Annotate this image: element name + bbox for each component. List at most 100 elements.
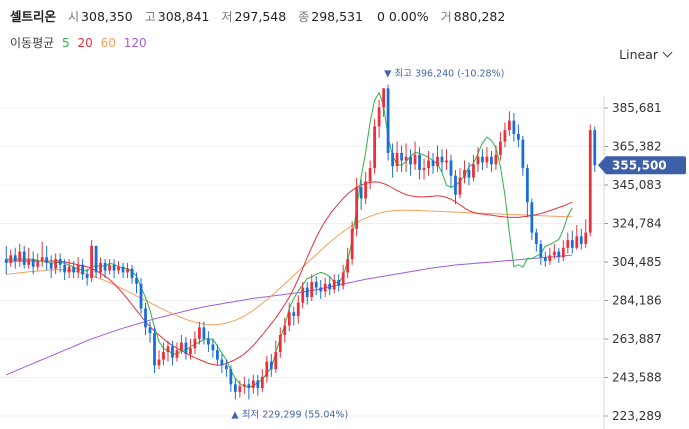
current-price-value: 355,500 [612,159,667,173]
candle-body [319,287,323,292]
candle-body [18,251,22,262]
candle-body [292,312,296,317]
ma60-line [6,209,573,326]
min-price-annotation: ▲ 최저 229,299 (55.04%) [231,409,348,420]
candle-body [108,264,111,271]
candle-body [359,187,363,199]
candle-body [508,120,511,131]
min-price-marker: ▲ [231,409,241,420]
candle-body [328,283,332,290]
ma5-line [6,92,573,388]
candle-body [247,384,251,389]
max-price-value: 396,240 (-10.28%) [415,69,504,80]
candle-body [454,175,457,195]
candle-body [139,283,143,309]
candle-body [525,168,529,203]
candle-body [112,264,116,271]
annotations: ▼ 최고 396,240 (-10.28%) ▲ 최저 229,299 (55.… [231,69,504,421]
candle-body [422,168,426,170]
ma120-line [6,254,573,376]
candle-body [337,279,341,286]
candle-body [593,130,597,166]
scale-mode-label: Linear [619,47,658,62]
candle-body [579,236,583,244]
candle-body [148,327,152,334]
candle-body [323,283,327,292]
y-tick-label: 365,382 [612,140,662,154]
scale-mode-dropdown[interactable]: Linear [619,47,673,62]
candle-body [413,154,417,165]
candle-body [584,232,588,244]
candle-body [373,126,377,169]
candle-body [31,259,35,267]
candle-body [103,262,107,271]
change-value: 0 [376,9,385,24]
y-tick-label: 263,887 [612,332,662,346]
change-percent: 0.00% [388,9,429,24]
candle-body [242,384,246,387]
candle-body [548,255,552,262]
candle-body [516,133,520,140]
candle-body [314,281,318,288]
candle-body [332,279,336,290]
candle-body [233,384,237,392]
y-tick-label: 345,083 [612,178,662,192]
candle-body [436,156,439,167]
candle-body [171,346,174,358]
y-tick-label: 304,485 [612,255,662,269]
candle-body [85,274,89,279]
candle-body [494,154,498,165]
candle-body [481,156,484,163]
candle-body [153,333,156,366]
moving-average-lines [6,92,573,388]
candle-body [440,156,444,163]
candle-body [543,257,547,262]
moving-average-legend[interactable]: 이동평균 5 20 60 120 [10,34,151,51]
candle-body [27,259,31,265]
candle-body [350,228,354,260]
candle-body [463,169,466,178]
max-price-marker: ▼ [384,69,394,80]
candle-body [490,156,493,165]
y-tick-label: 385,681 [612,101,662,115]
candle-body [467,169,471,178]
candle-body [427,160,430,169]
open-label: 시 [68,10,80,24]
candle-body [256,380,260,389]
candle-body [431,160,435,167]
candle-body [409,156,412,165]
candle-body [99,262,102,273]
candle-body [215,350,219,360]
candle-body [76,264,80,273]
candle-body [341,272,345,286]
candle-body [534,232,538,244]
candle-body [512,120,516,134]
candles [4,84,597,400]
candle-body [54,259,58,269]
high-value: 308,841 [157,9,210,24]
y-tick-label: 243,588 [612,371,662,385]
candle-body [211,344,215,351]
candle-body [395,152,399,167]
ma120-label: 120 [123,36,147,50]
candle-body [36,261,40,267]
candle-body [575,236,579,248]
candle-body [274,352,278,370]
candle-body [386,88,390,153]
candle-body [58,259,62,265]
candle-body [4,259,8,263]
candle-body [130,268,134,279]
candle-body [269,361,273,370]
volume-label: 거 [440,10,452,24]
low-value: 297,548 [234,9,287,24]
candle-body [346,259,350,273]
current-price-tag: 355,500 [598,156,686,175]
candle-body [135,278,138,284]
candle-body [121,266,125,273]
candle-body [570,240,574,248]
candle-body [220,359,224,366]
stock-name: 셀트리온 [10,9,57,24]
candle-body [404,156,408,161]
candle-body [557,251,561,258]
